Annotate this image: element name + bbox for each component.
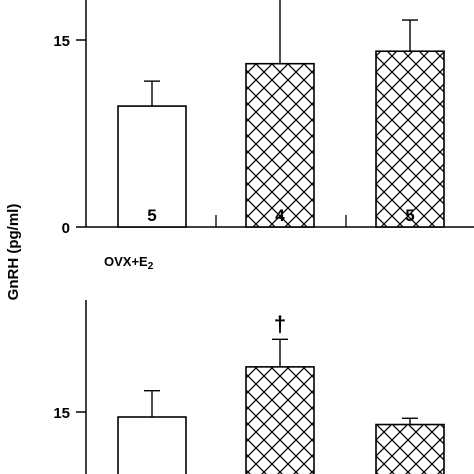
- y-tick-label: 0: [62, 220, 70, 237]
- group-label: OVX+E2: [104, 254, 154, 272]
- bar: [245, 62, 315, 228]
- group-label-main: OVX+E: [104, 254, 148, 269]
- y-axis-label: GnRH (pg/ml): [5, 204, 22, 301]
- bottom-panel: 15 †: [53, 300, 445, 474]
- y-tick-label: 15: [53, 33, 70, 50]
- significance-annotation: †: [274, 311, 286, 336]
- bar: [117, 105, 187, 228]
- top-panel: 0 15 5 4 5: [53, 0, 474, 237]
- y-tick-label: 15: [53, 405, 70, 422]
- bar-n-label: 5: [405, 206, 414, 225]
- bar: [375, 50, 445, 228]
- bar: [245, 366, 315, 474]
- bar-n-label: 4: [275, 206, 285, 225]
- bar-n-label: 5: [147, 206, 156, 225]
- bar: [117, 416, 187, 474]
- bar: [375, 423, 445, 474]
- group-label-subscript: 2: [148, 261, 154, 272]
